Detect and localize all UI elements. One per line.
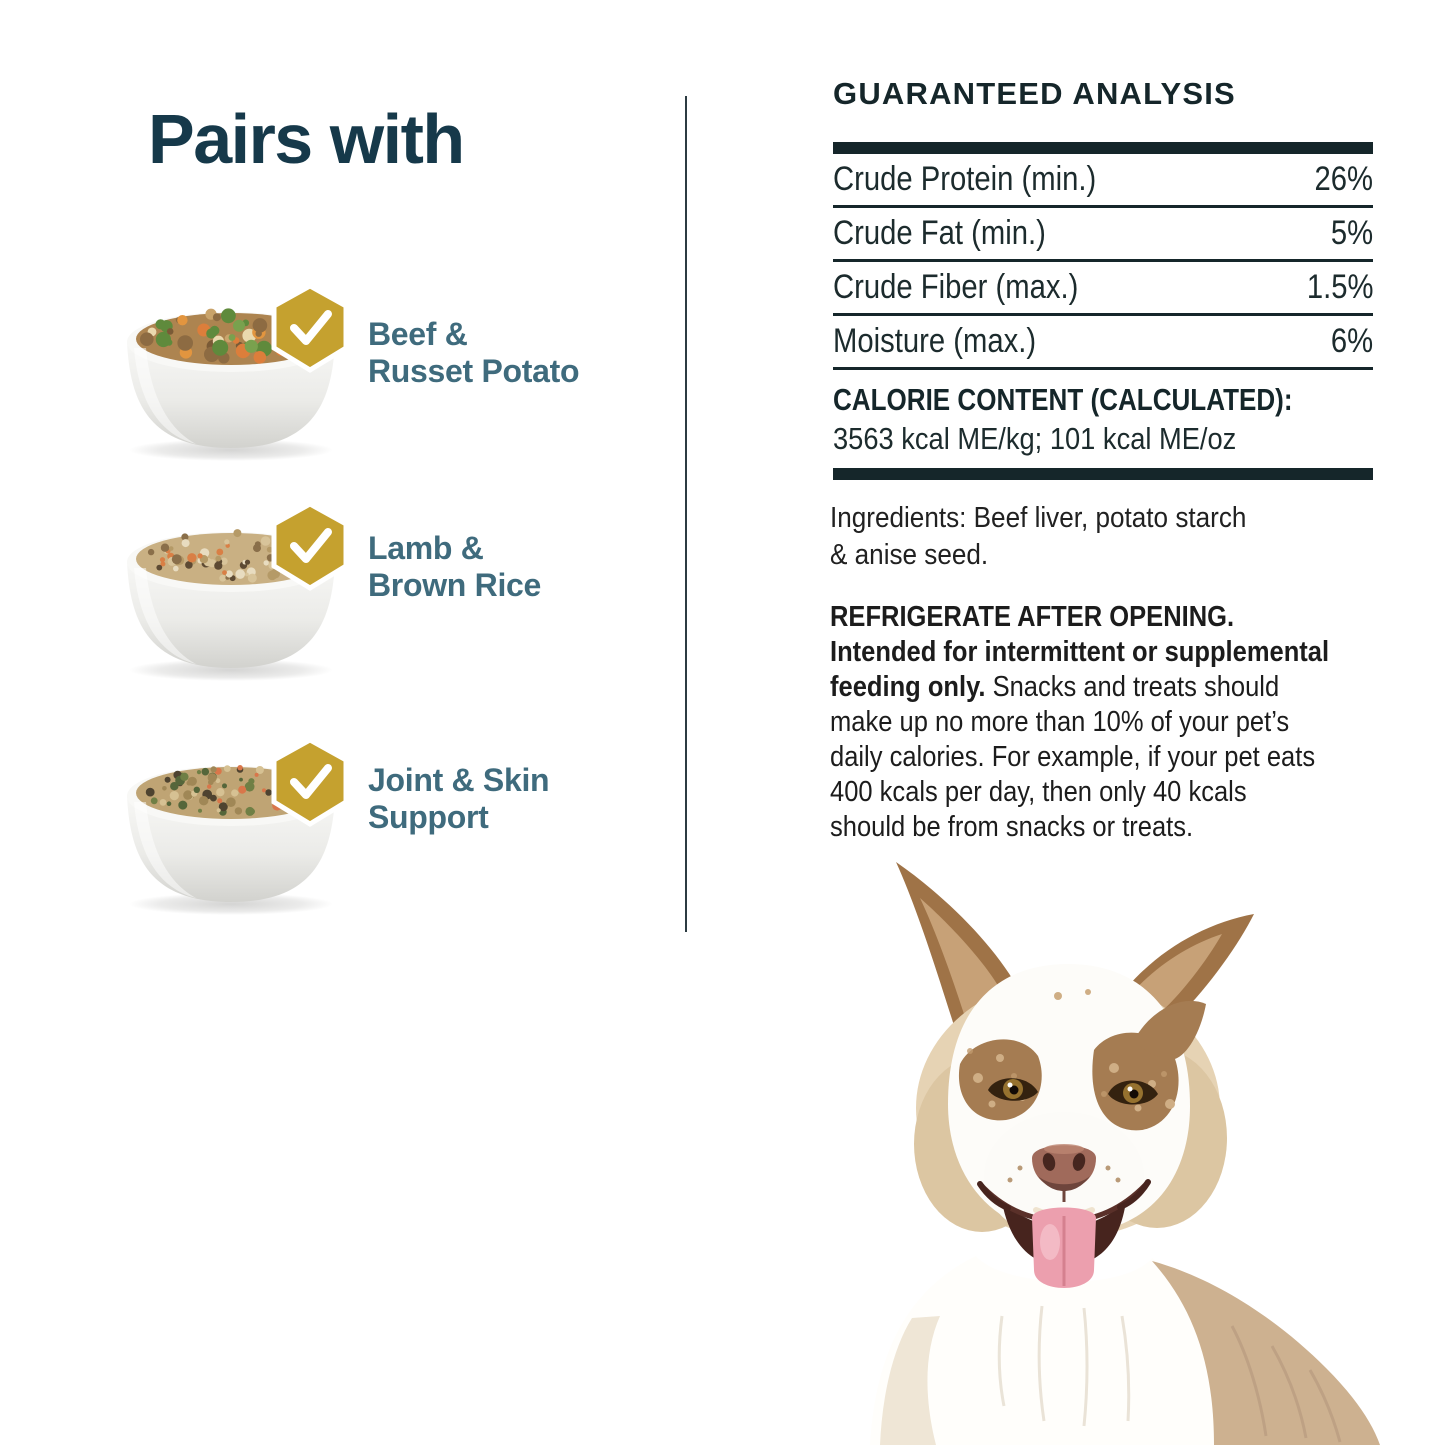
table-row: Moisture (max.) 6% xyxy=(833,316,1373,370)
row-value: 1.5% xyxy=(1306,268,1373,306)
pair-label-beef-russet-potato: Beef & Russet Potato xyxy=(368,316,580,389)
row-label: Crude Fat (min.) xyxy=(833,214,1046,252)
ingredients-text: Ingredients: Beef liver, potato starch &… xyxy=(830,502,1247,571)
guaranteed-analysis-table: Crude Protein (min.) 26% Crude Fat (min.… xyxy=(833,154,1373,370)
row-value: 6% xyxy=(1330,322,1373,360)
row-label: Moisture (max.) xyxy=(833,322,1037,360)
guaranteed-analysis-title: GUARANTEED ANALYSIS xyxy=(833,76,1236,111)
feeding-guidelines-text: REFRIGERATE AFTER OPENING. Intended for … xyxy=(830,601,1330,843)
column-divider xyxy=(685,96,687,932)
row-value: 26% xyxy=(1314,160,1373,198)
calorie-content-value: 3563 kcal ME/kg; 101 kcal ME/oz xyxy=(833,421,1237,456)
check-badge xyxy=(271,501,349,591)
row-value: 5% xyxy=(1330,214,1373,252)
dog-photo xyxy=(852,846,1445,1445)
checkmark-icon xyxy=(290,764,332,799)
analysis-table-top-bar xyxy=(833,142,1373,154)
table-row: Crude Protein (min.) 26% xyxy=(833,154,1373,208)
checkmark-icon xyxy=(290,310,332,345)
table-row: Crude Fiber (max.) 1.5% xyxy=(833,262,1373,316)
table-row: Crude Fat (min.) 5% xyxy=(833,208,1373,262)
checkmark-icon xyxy=(290,528,332,563)
analysis-table-bottom-bar xyxy=(833,468,1373,480)
pair-label-joint-skin-support: Joint & Skin Support xyxy=(368,762,550,835)
check-badge xyxy=(271,283,349,373)
check-badge xyxy=(271,737,349,827)
calorie-content-title: CALORIE CONTENT (CALCULATED): xyxy=(833,382,1293,417)
pair-label-lamb-brown-rice: Lamb & Brown Rice xyxy=(368,530,542,603)
row-label: Crude Fiber (max.) xyxy=(833,268,1079,306)
pairs-with-title: Pairs with xyxy=(148,100,465,178)
food-texture xyxy=(145,765,319,816)
row-label: Crude Protein (min.) xyxy=(833,160,1097,198)
